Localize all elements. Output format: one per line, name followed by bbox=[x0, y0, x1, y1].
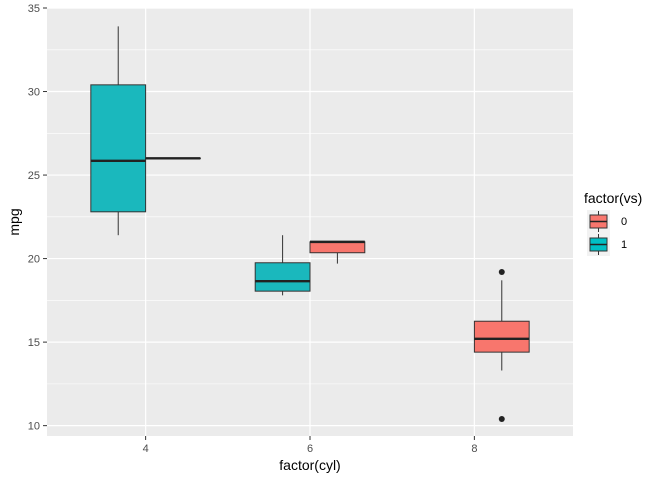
x-tick-label: 4 bbox=[143, 443, 149, 455]
legend-item-1: 1 bbox=[587, 233, 627, 256]
box-cyl6-vs0 bbox=[309, 240, 366, 264]
box-cyl6-vs1 bbox=[254, 235, 311, 296]
y-tick-label: 30 bbox=[28, 87, 40, 99]
x-axis-ticks: 4 6 8 bbox=[143, 436, 477, 455]
box-layer bbox=[90, 26, 530, 422]
box-cyl4-vs1 bbox=[90, 26, 147, 236]
x-tick-label: 6 bbox=[307, 443, 313, 455]
y-tick-label: 35 bbox=[28, 3, 40, 15]
legend-entries: 01 bbox=[587, 210, 627, 256]
y-tick-label: 15 bbox=[28, 337, 40, 349]
y-tick-label: 25 bbox=[28, 170, 40, 182]
y-tick-label: 10 bbox=[28, 421, 40, 433]
legend-label: 0 bbox=[621, 216, 627, 228]
y-axis-title: mpg bbox=[6, 208, 22, 235]
iqr-box bbox=[473, 320, 530, 353]
y-tick-label: 20 bbox=[28, 254, 40, 266]
legend: factor(vs) 01 bbox=[584, 190, 642, 256]
y-axis-ticks: 10 15 20 25 30 35 bbox=[28, 3, 47, 433]
iqr-box bbox=[309, 241, 366, 254]
legend-label: 1 bbox=[621, 239, 627, 251]
box-cyl8-vs0 bbox=[473, 268, 530, 422]
outlier-point bbox=[498, 268, 505, 275]
x-tick-label: 8 bbox=[471, 443, 477, 455]
iqr-box bbox=[90, 84, 147, 213]
outlier-point bbox=[498, 415, 505, 422]
legend-title: factor(vs) bbox=[584, 190, 642, 206]
iqr-box bbox=[254, 262, 311, 292]
x-axis-title: factor(cyl) bbox=[279, 457, 340, 473]
legend-item-0: 0 bbox=[587, 210, 627, 233]
